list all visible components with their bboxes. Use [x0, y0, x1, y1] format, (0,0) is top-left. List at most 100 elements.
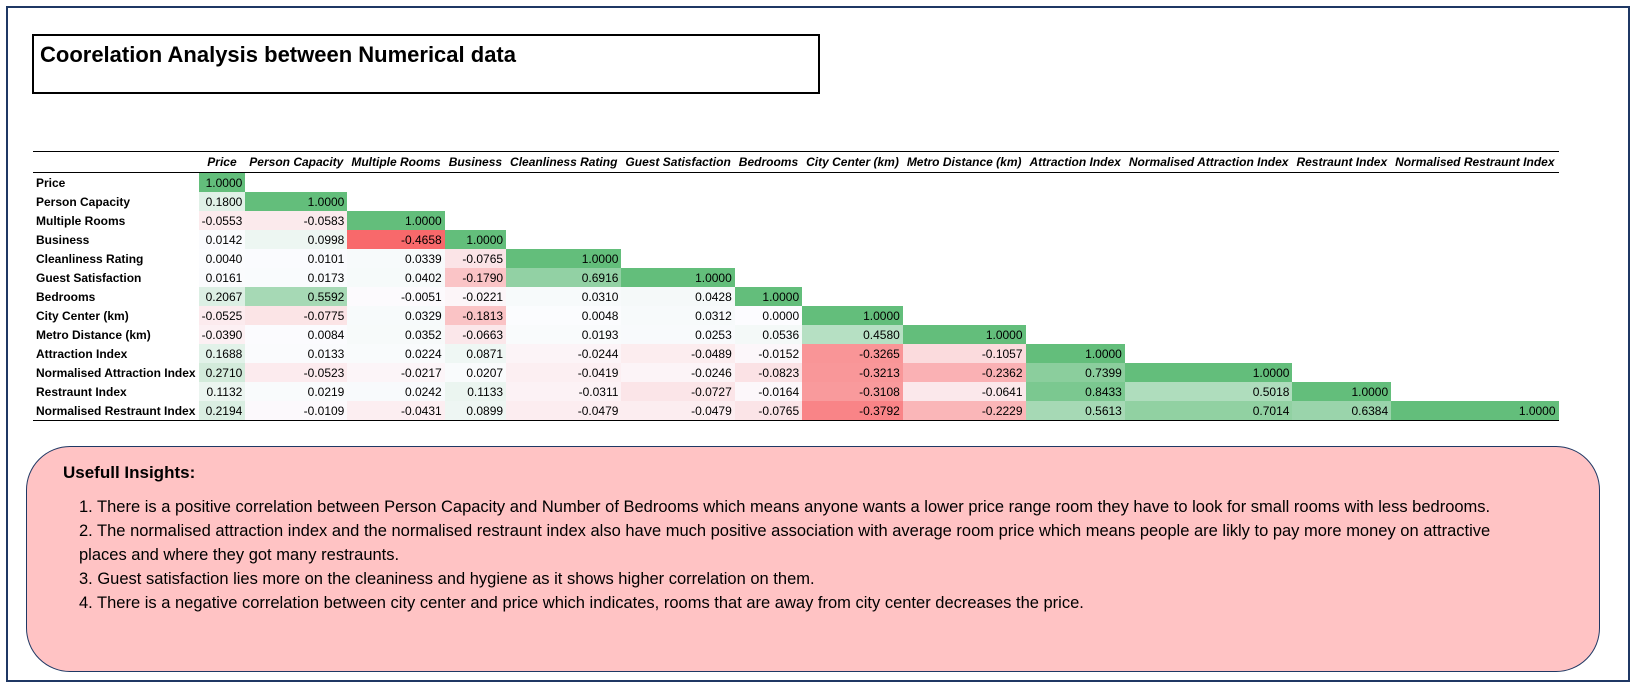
empty-cell	[735, 230, 802, 249]
correlation-cell: 1.0000	[347, 211, 445, 230]
column-header: Cleanliness Rating	[506, 151, 622, 173]
row-label: Multiple Rooms	[36, 213, 126, 228]
empty-cell	[506, 211, 621, 230]
empty-cell	[1292, 325, 1391, 344]
empty-cell	[621, 249, 734, 268]
correlation-cell: 0.0224	[347, 344, 445, 363]
correlation-cell: 0.2710	[198, 363, 246, 382]
correlation-cell: -0.0244	[506, 344, 622, 363]
empty-cell	[802, 230, 903, 249]
correlation-cell: -0.0663	[444, 325, 507, 344]
matrix-row: City Center (km) -0.0525 -0.0775 0.0329 -0.1…	[33, 306, 1559, 325]
row-label: City Center (km)	[36, 308, 129, 323]
empty-cell	[445, 173, 506, 193]
correlation-cell: 0.5613	[1025, 401, 1125, 421]
empty-cell	[802, 249, 903, 268]
row-label: Normalised Attraction Index	[36, 365, 196, 380]
correlation-cell: 0.0207	[444, 363, 507, 382]
correlation-cell: 0.0536	[734, 325, 803, 344]
empty-cell	[1125, 173, 1293, 193]
empty-cell	[1292, 249, 1391, 268]
column-header: Attraction Index	[1025, 151, 1125, 173]
row-label: Normalised Restraunt Index	[36, 403, 196, 418]
insights-panel: Usefull Insights: 1. There is a positive…	[26, 446, 1600, 672]
correlation-cell: 0.0242	[347, 382, 445, 401]
header-row: Price Person Capacity Multiple Rooms Busine…	[33, 151, 1559, 173]
correlation-cell: 0.0312	[621, 306, 735, 325]
empty-cell	[245, 173, 347, 193]
empty-cell	[735, 173, 802, 193]
correlation-cell: 0.0219	[245, 382, 348, 401]
correlation-cell: 0.0352	[347, 325, 445, 344]
page-title: Coorelation Analysis between Numerical d…	[40, 42, 516, 67]
empty-cell	[903, 192, 1026, 211]
correlation-cell: -0.1790	[444, 268, 507, 287]
correlation-cell: -0.0419	[506, 363, 622, 382]
column-header: Multiple Rooms	[347, 151, 445, 173]
correlation-cell: 1.0000	[506, 249, 622, 268]
correlation-cell: -0.0051	[347, 287, 445, 306]
empty-cell	[1026, 268, 1125, 287]
insight-item: 1. There is a positive correlation betwe…	[79, 498, 1491, 516]
matrix-row: Guest Satisfaction 0.0161 0.0173 0.0402 -0.1…	[33, 268, 1559, 287]
insight-item: 3. Guest satisfaction lies more on the c…	[79, 570, 815, 588]
column-header: Person Capacity	[245, 151, 348, 173]
correlation-cell: 1.0000	[802, 306, 903, 325]
empty-cell	[735, 192, 802, 211]
correlation-cell: 1.0000	[1292, 382, 1392, 401]
correlation-cell: 0.0428	[621, 287, 735, 306]
corner-cell	[33, 151, 199, 173]
empty-cell	[1391, 230, 1558, 249]
column-header: Business	[444, 151, 507, 173]
correlation-cell: 1.0000	[1391, 401, 1559, 421]
correlation-cell: 0.0193	[506, 325, 622, 344]
empty-cell	[1391, 211, 1558, 230]
correlation-cell: 0.1800	[198, 192, 246, 211]
correlation-cell: -0.0765	[734, 401, 803, 421]
correlation-cell: 0.0084	[245, 325, 348, 344]
empty-cell	[903, 268, 1026, 287]
correlation-cell: -0.0641	[902, 382, 1026, 401]
row-label: Business	[36, 232, 90, 247]
correlation-cell: 0.0339	[347, 249, 445, 268]
correlation-cell: -0.0583	[245, 211, 348, 230]
empty-cell	[621, 192, 734, 211]
correlation-cell: -0.3792	[802, 401, 903, 421]
empty-cell	[802, 192, 903, 211]
correlation-cell: -0.0311	[506, 382, 622, 401]
empty-cell	[1292, 287, 1391, 306]
correlation-cell: -0.0246	[621, 363, 735, 382]
correlation-cell: -0.0523	[245, 363, 348, 382]
correlation-cell: -0.0489	[621, 344, 735, 363]
correlation-cell: 0.0871	[444, 344, 507, 363]
empty-cell	[506, 173, 621, 193]
correlation-cell: -0.2362	[902, 363, 1026, 382]
empty-cell	[1391, 192, 1558, 211]
correlation-cell: 0.1133	[444, 382, 507, 401]
correlation-cell: -0.0553	[198, 211, 246, 230]
matrix-row: Metro Distance (km) -0.0390 0.0084 0.0352 -0…	[33, 325, 1559, 344]
correlation-cell: 1.0000	[444, 230, 507, 249]
empty-cell	[735, 249, 802, 268]
correlation-cell: 0.5018	[1124, 382, 1293, 401]
row-label: Price	[36, 175, 66, 190]
correlation-cell: -0.3108	[802, 382, 903, 401]
correlation-cell: -0.1057	[902, 344, 1026, 363]
empty-cell	[1125, 325, 1293, 344]
correlation-cell: -0.1813	[444, 306, 507, 325]
empty-cell	[1292, 173, 1391, 193]
matrix-row: Normalised Attraction Index 0.2710 -0.0523…	[33, 363, 1559, 382]
column-header: Bedrooms	[734, 151, 803, 173]
correlation-cell: -0.0217	[347, 363, 445, 382]
empty-cell	[1026, 173, 1125, 193]
empty-cell	[506, 230, 621, 249]
empty-cell	[1026, 249, 1125, 268]
column-header: Normalised Attraction Index	[1124, 151, 1293, 173]
empty-cell	[1125, 211, 1293, 230]
empty-cell	[1026, 306, 1125, 325]
empty-cell	[903, 211, 1026, 230]
empty-cell	[802, 287, 903, 306]
correlation-cell: 0.0000	[734, 306, 803, 325]
correlation-cell: 0.6916	[506, 268, 622, 287]
correlation-cell: 1.0000	[198, 172, 246, 192]
